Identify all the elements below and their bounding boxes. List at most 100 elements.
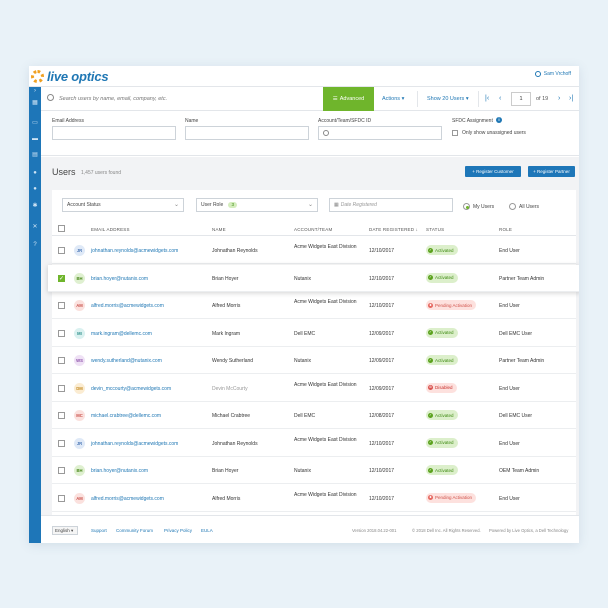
row-checkbox[interactable] (58, 247, 65, 254)
col-date[interactable]: DATE REGISTERED ↓ (369, 227, 419, 232)
page-title: Users (52, 167, 76, 177)
row-name: Brian Hoyer (212, 468, 239, 474)
row-account: Dell EMC (294, 413, 316, 419)
help-icon[interactable]: ? (33, 242, 37, 248)
register-customer-button[interactable]: + Register Customer (465, 166, 521, 177)
row-account: Acme Widgets East Division (294, 244, 357, 250)
row-email[interactable]: alfred.morris@acmewidgets.com (91, 303, 164, 309)
prev-page-icon[interactable]: ‹ (499, 95, 502, 102)
last-page-icon[interactable]: ›| (569, 95, 574, 102)
row-email[interactable]: michael.crabtree@dellemc.com (91, 413, 162, 419)
row-checkbox[interactable] (58, 467, 65, 474)
row-checkbox[interactable] (58, 302, 65, 309)
tools-icon[interactable]: ✕ (32, 224, 38, 230)
projects-icon[interactable]: ▭ (32, 120, 38, 126)
table-row[interactable]: AM alfred.morris@acmewidgets.com Alfred Mo… (52, 484, 576, 512)
row-checkbox[interactable] (58, 329, 65, 337)
row-role: Partner Team Admin (499, 358, 545, 364)
table-row[interactable]: WS wendy.sutherland@nutanix.com Wendy Suth… (52, 347, 576, 374)
language-select[interactable]: English ▾ (52, 526, 78, 535)
row-checkbox[interactable]: ✓ (58, 274, 65, 282)
advanced-filter-button[interactable]: ☰ Advanced (323, 87, 374, 111)
user-icon[interactable]: ● (33, 170, 37, 176)
row-role: End User (499, 385, 520, 392)
table-row[interactable]: AM alfred.morris@acmewidgets.com Alfred Mo… (52, 292, 576, 319)
show-users-dropdown[interactable]: Show 20 Users ▾ (427, 96, 469, 102)
row-checkbox[interactable] (58, 439, 65, 447)
chevron-down-icon: ⌄ (307, 202, 313, 208)
avatar: AM (74, 300, 85, 311)
user-role-select[interactable]: User Role 3 ⌄ (196, 198, 318, 212)
status-label: Activated (435, 357, 454, 363)
settings-icon[interactable]: ✱ (32, 203, 38, 209)
account-filter-input[interactable] (318, 126, 442, 140)
first-page-icon[interactable]: |‹ (485, 95, 490, 102)
register-partner-button[interactable]: + Register Partner (528, 166, 575, 177)
table-row[interactable]: JR johnathan.reynolds@acmewidgets.com John… (52, 429, 576, 457)
row-name: Michael Crabtree (212, 413, 251, 419)
row-role: Dell EMC User (499, 330, 533, 337)
user-menu[interactable]: Sam Vrchoff (534, 71, 571, 77)
support-link[interactable]: Support (91, 528, 107, 533)
row-date: 12/09/2017 (369, 330, 395, 337)
col-role[interactable]: ROLE (499, 227, 513, 232)
name-filter-input[interactable] (185, 126, 309, 140)
row-email[interactable]: wendy.sutherland@nutanix.com (91, 358, 162, 364)
row-name: Johnathan Reynolds (212, 440, 258, 447)
folder-icon[interactable]: ▬ (32, 136, 38, 142)
col-status[interactable]: STATUS (426, 227, 445, 232)
status-label: Activated (435, 330, 454, 335)
all-users-radio[interactable] (509, 203, 516, 210)
dashboard-icon[interactable]: ▦ (32, 100, 38, 106)
search-input[interactable] (59, 93, 309, 105)
email-filter-input[interactable] (52, 126, 176, 140)
table-row[interactable]: BH brian.hoyer@nutanix.com Brian Hoyer Nuta… (52, 457, 576, 484)
info-icon[interactable]: i (496, 117, 502, 123)
row-email[interactable]: brian.hoyer@nutanix.com (91, 468, 149, 474)
row-email[interactable]: johnathan.reynolds@acmewidgets.com (91, 248, 179, 254)
col-name[interactable]: NAME (212, 227, 226, 232)
status-badge: ✓ Activated (426, 355, 458, 365)
table-row[interactable]: MC michael.crabtree@dellemc.com Michael Cr… (52, 402, 576, 429)
table-row[interactable]: ✓ BH brian.hoyer@nutanix.com Brian Hoyer Nut… (48, 264, 579, 292)
sfdc-label: SFDC Assignment (452, 118, 493, 124)
privacy-policy-link[interactable]: Privacy Policy (164, 528, 193, 533)
table-row[interactable]: JR johnathan.reynolds@acmewidgets.com John… (52, 237, 576, 264)
row-email[interactable]: mark.ingram@dellemc.com (91, 330, 152, 337)
row-checkbox[interactable] (58, 384, 65, 392)
status-act-icon: ✓ (428, 275, 433, 280)
eula-link[interactable]: EULA (201, 528, 213, 533)
expand-chevron-icon[interactable]: › (34, 88, 36, 94)
status-label: Pending Activation (435, 495, 473, 500)
table-row[interactable]: DM devin_mccourty@acmewidgets.com Devin Mc… (52, 374, 576, 402)
users-group-icon[interactable]: ● (33, 186, 37, 192)
page-number-input[interactable]: 1 (511, 92, 531, 106)
community-forum-link[interactable]: Community Forum (116, 528, 154, 533)
toolbar: ☰ Advanced Actions ▾ Show 20 Users ▾ |‹ … (41, 87, 579, 111)
account-status-select[interactable]: Account Status ⌄ (62, 198, 184, 212)
table-row[interactable]: MI mark.ingram@dellemc.com Mark Ingram Dell… (52, 319, 576, 347)
col-account[interactable]: ACCOUNT/TEAM (294, 227, 333, 232)
row-email[interactable]: alfred.morris@acmewidgets.com (91, 495, 164, 502)
actions-dropdown[interactable]: Actions ▾ (382, 96, 405, 102)
all-users-label: All Users (519, 204, 540, 210)
unassigned-checkbox[interactable] (452, 130, 458, 136)
row-checkbox[interactable] (58, 494, 65, 502)
col-email[interactable]: EMAIL ADDRESS (91, 227, 130, 232)
logo[interactable]: live optics (31, 68, 109, 85)
date-registered-input[interactable]: ▦ Date Registered (329, 198, 453, 212)
row-checkbox[interactable] (58, 357, 65, 364)
my-users-radio[interactable] (463, 203, 470, 210)
status-label: Disabled (435, 385, 453, 390)
select-all-checkbox[interactable] (58, 225, 65, 232)
logo-text: live optics (47, 69, 109, 84)
row-email[interactable]: brian.hoyer@nutanix.com (91, 275, 149, 282)
reports-icon[interactable]: ▤ (32, 152, 38, 158)
avatar: JR (74, 245, 85, 256)
row-email[interactable]: devin_mccourty@acmewidgets.com (91, 385, 172, 392)
row-checkbox[interactable] (58, 412, 65, 419)
filter-bar: Email Address Name Account/Team/SFDC ID … (41, 112, 579, 156)
row-email[interactable]: johnathan.reynolds@acmewidgets.com (91, 440, 179, 447)
next-page-icon[interactable]: › (558, 95, 561, 102)
row-date: 12/09/2017 (369, 358, 395, 364)
